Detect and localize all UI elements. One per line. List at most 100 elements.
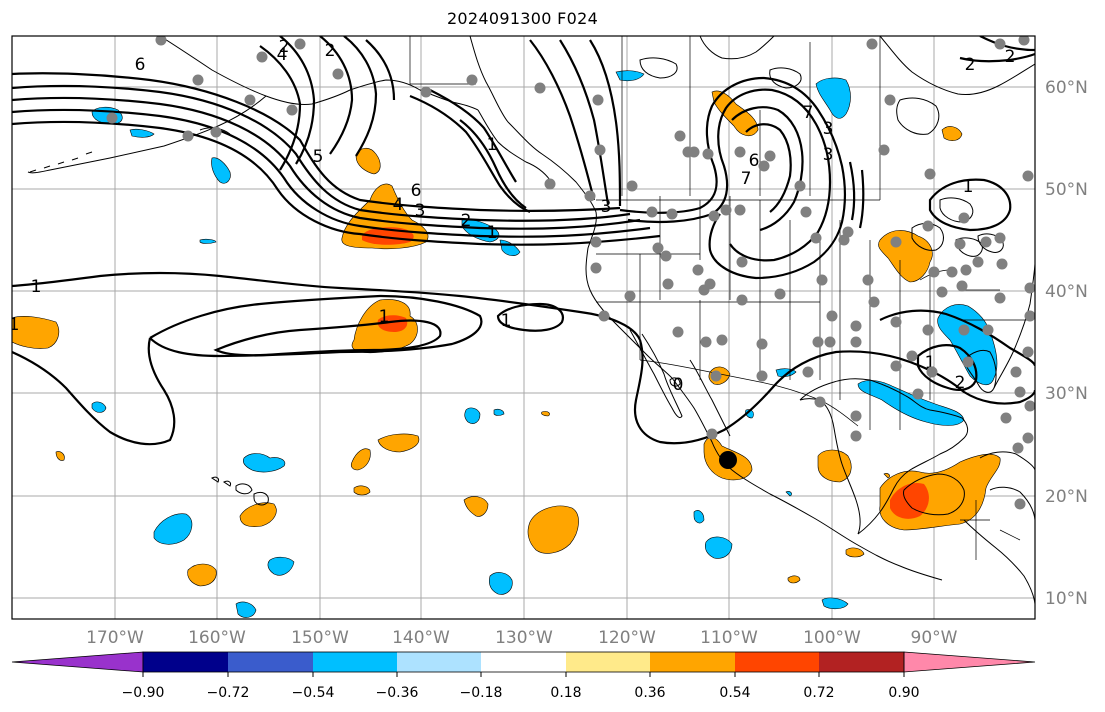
station-dot [1010, 366, 1022, 378]
station-dot [672, 326, 684, 338]
contour-label: 2 [955, 373, 966, 393]
station-dot [850, 336, 862, 348]
contour-label: 1 [925, 353, 936, 373]
station-dot [734, 204, 746, 216]
station-dot [866, 38, 878, 50]
colorbar-tick-label: −0.36 [376, 685, 419, 701]
station-dot [800, 206, 812, 218]
contour-label: 2 [325, 41, 336, 61]
station-dot [924, 168, 936, 180]
colorbar-segment [735, 652, 819, 672]
station-dot [958, 212, 970, 224]
longitude-label: 90°W [911, 628, 958, 648]
colorbar-segment [313, 652, 397, 672]
station-dot [868, 296, 880, 308]
contour-label: 2 [1005, 47, 1016, 67]
storm-center-marker [719, 451, 737, 469]
station-dot [155, 36, 167, 46]
longitude-label: 130°W [495, 628, 553, 648]
coastlines [27, 36, 1035, 605]
contour-label: 6 [749, 151, 760, 171]
station-dot [466, 74, 478, 86]
contour-label: 1 [31, 277, 42, 297]
station-dot [994, 292, 1006, 304]
station-dot [192, 74, 204, 86]
latitude-label: 20°N [1045, 487, 1088, 507]
station-dot [890, 236, 902, 248]
station-dot [710, 370, 722, 382]
station-dot [534, 82, 546, 94]
contour-label: 6 [135, 55, 146, 75]
contour-label: 2 [279, 37, 290, 57]
map-frame [11, 35, 1036, 620]
contour-label: 1 [379, 307, 390, 327]
station-dot [708, 210, 720, 222]
station-dot [626, 180, 638, 192]
contour-label: 1 [487, 135, 498, 155]
colorbar-tick-label: 0.54 [719, 685, 750, 701]
colorbar-segment [481, 652, 566, 672]
station-dot [926, 366, 938, 378]
colorbar-segment [143, 652, 228, 672]
station-dot [994, 232, 1006, 244]
station-dot [816, 274, 828, 286]
station-dot [994, 38, 1006, 50]
station-dot [1024, 400, 1035, 412]
station-dot [812, 336, 824, 348]
station-dot [922, 324, 934, 336]
station-dot [1024, 310, 1035, 322]
station-dot [666, 208, 678, 220]
contour-lines [12, 36, 1035, 446]
station-dot [890, 360, 902, 372]
station-dot [1014, 498, 1026, 510]
station-dot [662, 278, 674, 290]
station-dot [294, 38, 306, 50]
station-dot [922, 220, 934, 232]
station-dot [106, 112, 118, 124]
station-dot [936, 286, 948, 298]
colorbar-tick-label: 0.90 [888, 685, 919, 701]
station-dot [544, 178, 556, 190]
station-dot [774, 288, 786, 300]
colorbar-extend-low [11, 651, 144, 673]
colorbar-segment [650, 652, 735, 672]
longitude-label: 120°W [598, 628, 656, 648]
station-dot [286, 104, 298, 116]
station-dot [182, 130, 194, 142]
contour-label: 2 [461, 211, 472, 231]
station-dot [764, 150, 776, 162]
contour-label: 4 [393, 195, 404, 215]
latitude-label: 60°N [1045, 78, 1088, 98]
station-dot [598, 310, 610, 322]
station-dot [702, 148, 714, 160]
colorbar-tick-label: 0.18 [550, 685, 581, 701]
station-dot [980, 236, 992, 248]
colorbar-segment [566, 652, 650, 672]
contour-label: 7 [803, 103, 814, 123]
station-dot [420, 86, 432, 98]
colorbar [11, 651, 1036, 673]
station-dot [810, 232, 822, 244]
station-dot [594, 144, 606, 156]
station-dot [850, 430, 862, 442]
colorbar-segment [228, 652, 313, 672]
station-dot [688, 146, 700, 158]
longitude-label: 170°W [86, 628, 144, 648]
station-dot [210, 126, 222, 138]
station-dot [890, 316, 902, 328]
latitude-label: 30°N [1045, 384, 1088, 404]
station-dot [954, 238, 966, 250]
colorbar-tick-label: −0.54 [292, 685, 335, 701]
station-dot [590, 262, 602, 274]
longitude-label: 100°W [803, 628, 861, 648]
latitude-label: 50°N [1045, 180, 1088, 200]
station-dot [850, 410, 862, 422]
contour-label: 5 [313, 147, 324, 167]
station-dot [1018, 36, 1030, 46]
contour-label: 3 [823, 119, 834, 139]
station-dot [826, 310, 838, 322]
station-dot [592, 94, 604, 106]
station-dot [756, 370, 768, 382]
